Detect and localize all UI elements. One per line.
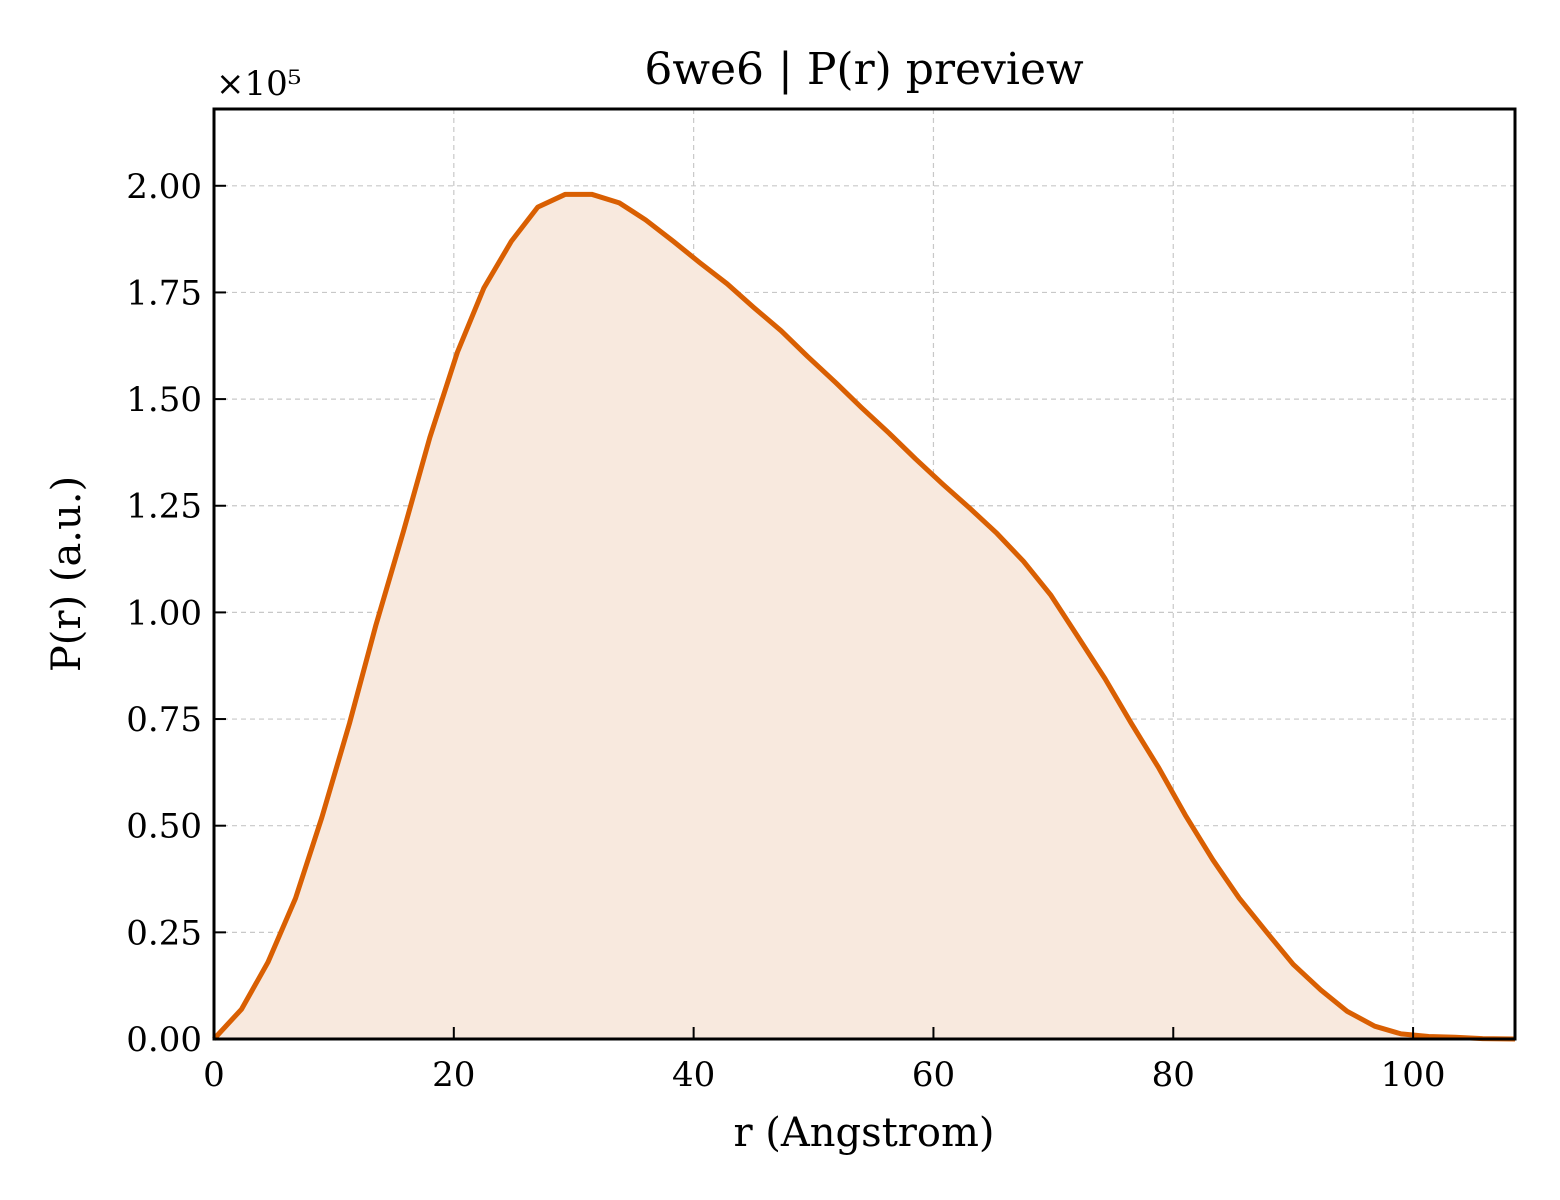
- y-tick-label: 1.75: [126, 273, 202, 313]
- y-tick-label: 1.00: [126, 593, 202, 633]
- x-tick-label: 40: [672, 1055, 715, 1095]
- chart-title: 6we6 | P(r) preview: [644, 44, 1084, 95]
- x-tick-label: 80: [1152, 1055, 1195, 1095]
- series-line: [212, 191, 1516, 1042]
- y-tick-label: 0.50: [126, 807, 202, 847]
- y-tick-label: 0.75: [126, 700, 202, 740]
- y-tick-label: 1.50: [126, 380, 202, 420]
- x-tick-label: 60: [912, 1055, 955, 1095]
- y-tick-label: 0.25: [126, 913, 202, 953]
- x-tick-label: 100: [1381, 1055, 1446, 1095]
- y-axis-label: P(r) (a.u.): [44, 476, 90, 672]
- x-tick-label: 0: [203, 1055, 225, 1095]
- y-tick-label: 1.25: [126, 487, 202, 527]
- y-tick-label: 2.00: [126, 167, 202, 207]
- plot-frame: [212, 107, 1517, 1041]
- x-tick-label: 20: [432, 1055, 475, 1095]
- x-axis-label: r (Angstrom): [733, 1110, 994, 1156]
- y-offset-label: ×10⁵: [216, 64, 301, 104]
- area-fill: [214, 194, 1515, 1039]
- y-tick-label: 0.00: [126, 1020, 202, 1060]
